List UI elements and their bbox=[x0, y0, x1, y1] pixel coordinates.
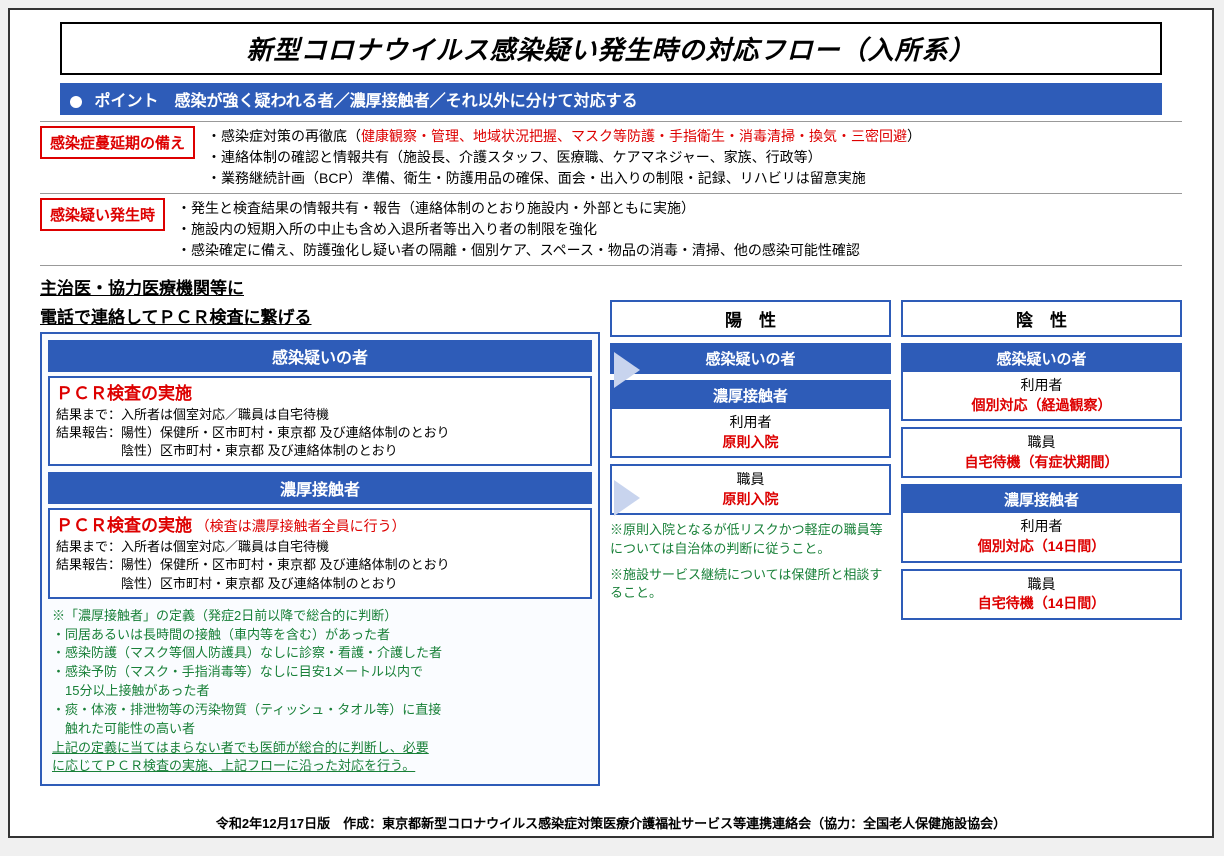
prep-body: ・感染症対策の再徹底（健康観察・管理、地域状況把握、マスク等防護・手指衛生・消毒… bbox=[207, 126, 1182, 189]
suspect-report-pos: 結果報告：陽性）保健所・区市町村・東京都 及び連絡体制のとおり bbox=[56, 424, 584, 442]
prep-l3: ・業務継続計画（BCP）準備、衛生・防護用品の確保、面会・出入りの制限・記録、リ… bbox=[207, 168, 1182, 189]
def-d3b: 15分以上接触があった者 bbox=[52, 682, 588, 701]
negative-label: 陰 性 bbox=[901, 300, 1182, 337]
def-d1: ・同居あるいは長時間の接触（車内等を含む）があった者 bbox=[52, 626, 588, 645]
def-d2: ・感染防護（マスク等個人防護具）なしに診察・看護・介護した者 bbox=[52, 644, 588, 663]
pos-staff-l: 職員 bbox=[614, 470, 887, 490]
neg-staff2-v: 自宅待機（14日間） bbox=[905, 594, 1178, 614]
def-title: ※「濃厚接触者」の定義（発症2日前以降で総合的に判断） bbox=[52, 607, 588, 626]
prep-l2: ・連絡体制の確認と情報共有（施設長、介護スタッフ、医療職、ケアマネジャー、家族、… bbox=[207, 147, 1182, 168]
neg-suspect-box: 感染疑いの者 利用者 個別対応（経過観察） bbox=[901, 343, 1182, 421]
suspect-until: 結果まで：入所者は個室対応／職員は自宅待機 bbox=[56, 406, 584, 424]
positive-label: 陽 性 bbox=[610, 300, 891, 337]
close-pcr-box: ＰＣＲ検査の実施 （検査は濃厚接触者全員に行う） 結果まで：入所者は個室対応／職… bbox=[48, 508, 592, 598]
neg-user-v: 個別対応（経過観察） bbox=[905, 396, 1178, 416]
prep-l1b: 健康観察・管理、地域状況把握、マスク等防護・手指衛生・消毒清掃・換気・三密回避 bbox=[361, 128, 907, 144]
close-report-neg: 陰性）区市町村・東京都 及び連絡体制のとおり bbox=[56, 575, 584, 593]
onset-l3: ・感染確定に備え、防護強化し疑い者の隔離・個別ケア、スペース・物品の消毒・清掃、… bbox=[177, 240, 1182, 261]
prep-label: 感染症蔓延期の備え bbox=[40, 126, 195, 159]
neg-user: 利用者 個別対応（経過観察） bbox=[903, 372, 1180, 419]
close-report-pos: 結果報告：陽性）保健所・区市町村・東京都 及び連絡体制のとおり bbox=[56, 556, 584, 574]
neg-user2: 利用者 個別対応（14日間） bbox=[903, 513, 1180, 560]
neg-staff2-l: 職員 bbox=[905, 575, 1178, 595]
flow-area: 感染疑いの者 ＰＣＲ検査の実施 結果まで：入所者は個室対応／職員は自宅待機 結果… bbox=[40, 332, 1182, 786]
pos-note2: ※施設サービス継続については保健所と相談すること。 bbox=[610, 566, 891, 602]
onset-label: 感染疑い発生時 bbox=[40, 198, 165, 231]
close-pcr-title: ＰＣＲ検査の実施 bbox=[56, 516, 192, 535]
page: 新型コロナウイルス感染疑い発生時の対応フロー（入所系） ポイント 感染が強く疑わ… bbox=[8, 8, 1214, 838]
suspect-header: 感染疑いの者 bbox=[48, 340, 592, 372]
neg-staff-l: 職員 bbox=[905, 433, 1178, 453]
neg-suspect-header: 感染疑いの者 bbox=[903, 345, 1180, 372]
positive-column: 陽 性 感染疑いの者 濃厚接触者 利用者 原則入院 職員 原則入院 bbox=[610, 300, 891, 786]
main-title: 新型コロナウイルス感染疑い発生時の対応フロー（入所系） bbox=[60, 22, 1162, 75]
pos-close-header: 濃厚接触者 bbox=[612, 382, 889, 409]
pos-suspect-header: 感染疑いの者 bbox=[612, 345, 889, 372]
suspect-report-neg: 陰性）区市町村・東京都 及び連絡体制のとおり bbox=[56, 442, 584, 460]
pos-user-v: 原則入院 bbox=[614, 433, 887, 453]
neg-staff2: 職員 自宅待機（14日間） bbox=[903, 571, 1180, 618]
pos-user-l: 利用者 bbox=[614, 413, 887, 433]
onset-l1: ・発生と検査結果の情報共有・報告（連絡体制のとおり施設内・外部ともに実施） bbox=[177, 198, 1182, 219]
def-d5b: に応じてＰＣＲ検査の実施、上記フローに沿った対応を行う。 bbox=[52, 757, 588, 776]
neg-close-header: 濃厚接触者 bbox=[903, 486, 1180, 513]
pos-user: 利用者 原則入院 bbox=[612, 409, 889, 456]
def-d4: ・痰・体液・排泄物等の汚染物質（ティッシュ・タオル等）に直接 bbox=[52, 701, 588, 720]
definition-block: ※「濃厚接触者」の定義（発症2日前以降で総合的に判断） ・同居あるいは長時間の接… bbox=[48, 605, 592, 779]
bullet-icon bbox=[70, 96, 82, 108]
neg-close-box: 濃厚接触者 利用者 個別対応（14日間） bbox=[901, 484, 1182, 562]
prep-l1a: ・感染症対策の再徹底（ bbox=[207, 128, 361, 144]
neg-staff2-box: 職員 自宅待機（14日間） bbox=[901, 569, 1182, 620]
arrow-icon bbox=[614, 352, 640, 388]
right-columns: 陽 性 感染疑いの者 濃厚接触者 利用者 原則入院 職員 原則入院 bbox=[610, 300, 1182, 786]
onset-l2: ・施設内の短期入所の中止も含め入退所者等出入り者の制限を強化 bbox=[177, 219, 1182, 240]
pos-close-box: 濃厚接触者 利用者 原則入院 bbox=[610, 380, 891, 458]
neg-user2-l: 利用者 bbox=[905, 517, 1178, 537]
neg-user2-v: 個別対応（14日間） bbox=[905, 537, 1178, 557]
lead-line1: 主治医・協力医療機関等に bbox=[40, 274, 1182, 299]
neg-staff-v: 自宅待機（有症状期間） bbox=[905, 453, 1178, 473]
divider bbox=[40, 265, 1182, 266]
pos-staff-v: 原則入院 bbox=[614, 490, 887, 510]
prep-l1c: ） bbox=[907, 128, 921, 144]
neg-staff: 職員 自宅待機（有症状期間） bbox=[903, 429, 1180, 476]
negative-column: 陰 性 感染疑いの者 利用者 個別対応（経過観察） 職員 自宅待機（有症状期間） bbox=[901, 300, 1182, 786]
close-pcr-note: （検査は濃厚接触者全員に行う） bbox=[196, 518, 406, 534]
def-d4b: 触れた可能性の高い者 bbox=[52, 720, 588, 739]
pos-staff-box: 職員 原則入院 bbox=[610, 464, 891, 515]
neg-user-l: 利用者 bbox=[905, 376, 1178, 396]
def-d5: 上記の定義に当てはまらない者でも医師が総合的に判断し、必要 bbox=[52, 739, 588, 758]
point-text: ポイント 感染が強く疑われる者／濃厚接触者／それ以外に分けて対応する bbox=[94, 93, 637, 110]
suspect-pcr-box: ＰＣＲ検査の実施 結果まで：入所者は個室対応／職員は自宅待機 結果報告：陽性）保… bbox=[48, 376, 592, 466]
close-until: 結果まで：入所者は個室対応／職員は自宅待機 bbox=[56, 538, 584, 556]
pos-staff: 職員 原則入院 bbox=[612, 466, 889, 513]
left-column: 感染疑いの者 ＰＣＲ検査の実施 結果まで：入所者は個室対応／職員は自宅待機 結果… bbox=[40, 332, 600, 786]
pos-note1: ※原則入院となるが低リスクかつ軽症の職員等については自治体の判断に従うこと。 bbox=[610, 521, 891, 557]
suspect-pcr-title: ＰＣＲ検査の実施 bbox=[56, 382, 584, 406]
prep-section: 感染症蔓延期の備え ・感染症対策の再徹底（健康観察・管理、地域状況把握、マスク等… bbox=[40, 121, 1182, 189]
footer-text: 令和2年12月17日版 作成：東京都新型コロナウイルス感染症対策医療介護福祉サー… bbox=[10, 813, 1212, 832]
onset-section: 感染疑い発生時 ・発生と検査結果の情報共有・報告（連絡体制のとおり施設内・外部と… bbox=[40, 193, 1182, 261]
def-d3: ・感染予防（マスク・手指消毒等）なしに目安1メートル以内で bbox=[52, 663, 588, 682]
neg-staff-box: 職員 自宅待機（有症状期間） bbox=[901, 427, 1182, 478]
point-bar: ポイント 感染が強く疑われる者／濃厚接触者／それ以外に分けて対応する bbox=[60, 83, 1162, 115]
pos-suspect-box: 感染疑いの者 bbox=[610, 343, 891, 374]
close-header: 濃厚接触者 bbox=[48, 472, 592, 504]
arrow-icon bbox=[614, 480, 640, 516]
onset-body: ・発生と検査結果の情報共有・報告（連絡体制のとおり施設内・外部ともに実施） ・施… bbox=[177, 198, 1182, 261]
